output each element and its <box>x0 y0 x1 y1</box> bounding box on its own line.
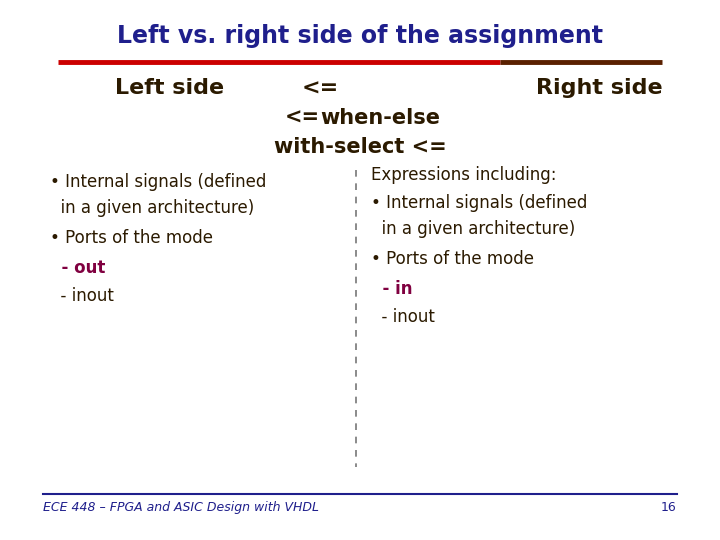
Text: <=: <= <box>284 108 320 128</box>
Text: Expressions including:: Expressions including: <box>371 166 557 184</box>
Text: <=: <= <box>302 78 339 98</box>
Text: • Internal signals (defined: • Internal signals (defined <box>50 173 267 191</box>
Text: with-select <=: with-select <= <box>274 137 446 157</box>
Text: - out: - out <box>50 259 106 277</box>
Text: - in: - in <box>371 280 413 298</box>
Text: Left vs. right side of the assignment: Left vs. right side of the assignment <box>117 24 603 48</box>
Text: in a given architecture): in a given architecture) <box>50 199 255 217</box>
Text: in a given architecture): in a given architecture) <box>371 220 575 238</box>
Text: 16: 16 <box>661 501 677 514</box>
Text: • Ports of the mode: • Ports of the mode <box>50 230 213 247</box>
Text: - inout: - inout <box>50 287 114 305</box>
Text: ECE 448 – FPGA and ASIC Design with VHDL: ECE 448 – FPGA and ASIC Design with VHDL <box>43 501 319 514</box>
Text: Left side: Left side <box>115 78 225 98</box>
Text: when-else: when-else <box>320 108 441 128</box>
Text: • Internal signals (defined: • Internal signals (defined <box>371 194 588 212</box>
Text: • Ports of the mode: • Ports of the mode <box>371 250 534 268</box>
Text: Right side: Right side <box>536 78 662 98</box>
Text: - inout: - inout <box>371 308 435 326</box>
